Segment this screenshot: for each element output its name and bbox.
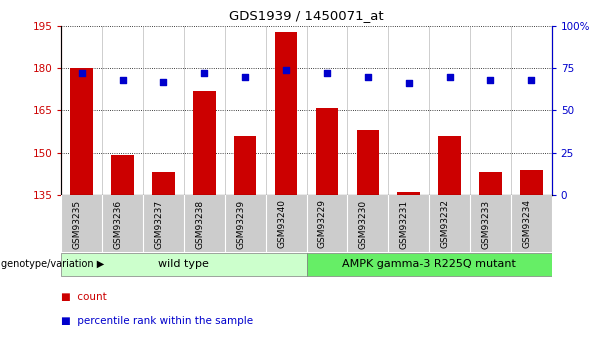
Point — [363, 74, 373, 79]
Text: ■  percentile rank within the sample: ■ percentile rank within the sample — [61, 316, 253, 326]
Point — [77, 70, 86, 76]
Point — [159, 79, 169, 85]
Point — [322, 70, 332, 76]
Text: ■  count: ■ count — [61, 292, 107, 302]
Bar — [520, 169, 543, 195]
Text: GSM93235: GSM93235 — [73, 199, 82, 249]
Bar — [193, 91, 216, 195]
Text: GSM93236: GSM93236 — [113, 199, 123, 249]
Text: GSM93240: GSM93240 — [277, 199, 286, 248]
Text: GSM93239: GSM93239 — [236, 199, 245, 249]
Text: wild type: wild type — [159, 259, 209, 269]
Bar — [357, 130, 379, 195]
Bar — [397, 192, 420, 195]
Point — [240, 74, 250, 79]
Text: GSM93230: GSM93230 — [359, 199, 368, 249]
Text: AMPK gamma-3 R225Q mutant: AMPK gamma-3 R225Q mutant — [342, 259, 516, 269]
Point — [404, 81, 414, 86]
Bar — [152, 172, 175, 195]
Point — [444, 74, 454, 79]
Point — [118, 77, 128, 83]
Bar — [479, 172, 501, 195]
Point — [281, 67, 291, 72]
Bar — [61, 253, 306, 276]
Text: genotype/variation ▶: genotype/variation ▶ — [1, 259, 104, 269]
Point — [527, 77, 536, 83]
Text: GSM93233: GSM93233 — [481, 199, 490, 249]
Point — [199, 70, 209, 76]
Bar — [112, 156, 134, 195]
Text: GDS1939 / 1450071_at: GDS1939 / 1450071_at — [229, 9, 384, 22]
Text: GSM93229: GSM93229 — [318, 199, 327, 248]
Text: GSM93234: GSM93234 — [522, 199, 531, 248]
Bar — [70, 68, 93, 195]
Bar — [306, 253, 552, 276]
Bar — [275, 31, 297, 195]
Bar — [234, 136, 256, 195]
Point — [485, 77, 495, 83]
Text: GSM93231: GSM93231 — [400, 199, 409, 249]
Text: GSM93238: GSM93238 — [196, 199, 204, 249]
Bar — [316, 108, 338, 195]
Text: GSM93237: GSM93237 — [154, 199, 164, 249]
Text: GSM93232: GSM93232 — [441, 199, 449, 248]
Bar — [438, 136, 461, 195]
